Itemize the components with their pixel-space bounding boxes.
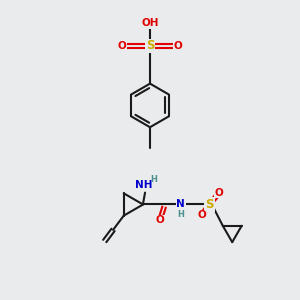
Text: O: O — [197, 210, 206, 220]
Text: N: N — [176, 200, 185, 209]
Text: S: S — [205, 198, 214, 211]
Text: OH: OH — [141, 18, 159, 28]
Text: O: O — [173, 41, 182, 51]
Text: S: S — [146, 40, 154, 52]
Text: H: H — [177, 210, 184, 219]
Text: O: O — [118, 41, 127, 51]
Text: O: O — [155, 215, 164, 225]
Text: NH: NH — [135, 180, 153, 190]
Text: H: H — [151, 175, 158, 184]
Text: O: O — [215, 188, 224, 198]
